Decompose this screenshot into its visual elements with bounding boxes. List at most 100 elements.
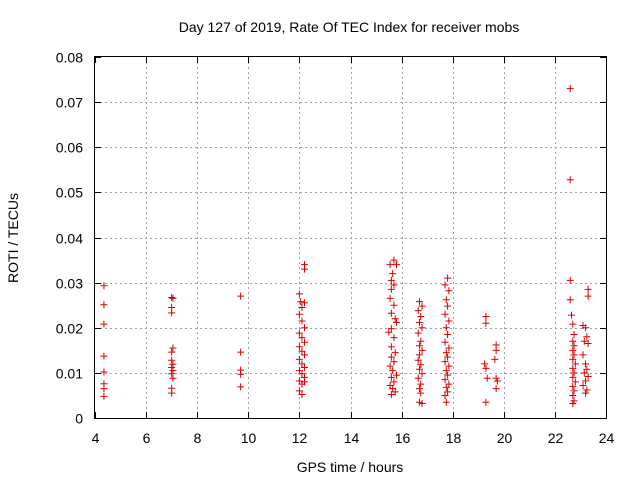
data-point [390,334,398,342]
data-point [391,315,399,323]
data-point [392,261,400,269]
data-point [580,369,588,377]
y-axis-ticks: 0 0.01 0.02 0.03 0.04 0.05 0.06 0.07 0.08 [56,50,606,427]
data-point [100,352,108,360]
data-point [414,307,422,315]
data-point [445,362,453,370]
data-point [387,276,395,284]
data-point [301,351,309,359]
data-point [570,331,578,339]
data-point [237,348,245,356]
data-point [168,363,176,371]
data-point [568,311,576,319]
data-point [298,391,306,399]
data-point [391,349,399,357]
data-point [570,351,578,359]
data-point [582,324,590,332]
data-point [301,324,309,332]
x-axis-ticks: 4 6 8 10 12 14 16 18 20 22 24 [92,57,615,446]
y-tick-label: 0.01 [56,366,83,382]
data-point [386,261,394,269]
data-point [482,398,490,406]
data-point [385,328,393,336]
data-point [444,353,452,361]
data-point [415,385,423,393]
x-tick-label: 6 [143,430,151,446]
data-point [295,329,303,337]
data-point [386,362,394,370]
data-point [442,383,450,391]
data-point [579,382,587,390]
data-point [566,276,574,284]
data-point [392,318,400,326]
data-point [569,400,577,408]
data-point [295,310,303,318]
data-point [237,383,245,391]
data-point [442,349,450,357]
data-point [444,302,452,310]
data-point [301,363,309,371]
data-point [168,309,176,317]
data-point [298,370,306,378]
data-point [169,360,177,368]
data-point [417,337,425,345]
data-point [295,290,303,298]
data-point [482,312,490,320]
y-tick-label: 0.03 [56,276,83,292]
data-point [569,346,577,354]
data-point [580,337,588,345]
data-point [492,346,500,354]
data-point [584,340,592,348]
x-axis-label: GPS time / hours [297,459,404,475]
data-point [582,389,590,397]
data-point [441,391,449,399]
data-point [295,387,303,395]
data-point [391,388,399,396]
data-point [387,309,395,317]
x-tick-label: 24 [599,430,615,446]
grid-lines [95,57,606,418]
data-point [168,356,176,364]
data-point [444,388,452,396]
data-point [392,371,400,379]
data-point [482,364,490,372]
data-point [442,398,450,406]
data-point [295,355,303,363]
data-point [445,287,453,295]
data-point [169,367,177,375]
data-point [386,294,394,302]
data-point [390,281,398,289]
data-point [481,360,489,368]
data-point [584,292,592,300]
data-point [583,386,591,394]
data-point [415,298,423,306]
data-point [390,378,398,386]
data-point [417,380,425,388]
data-point [298,303,306,311]
data-point [417,361,425,369]
data-point [569,382,577,390]
data-point [298,317,306,325]
data-point [417,389,425,397]
data-point [169,374,177,382]
data-point [569,320,577,328]
data-point [298,360,306,368]
x-tick-label: 4 [92,430,100,446]
data-point [387,373,395,381]
x-tick-label: 8 [194,430,202,446]
x-tick-label: 20 [497,430,513,446]
y-tick-label: 0.06 [56,140,83,156]
data-point [389,270,397,278]
data-point [569,355,577,363]
data-point [442,367,450,375]
data-point [415,351,423,359]
y-tick-label: 0.02 [56,321,83,337]
data-point [570,342,578,350]
x-tick-label: 18 [446,430,462,446]
data-point [441,358,449,366]
data-point [387,353,395,361]
data-point [100,301,108,309]
data-point [444,274,452,282]
data-point [582,377,590,385]
